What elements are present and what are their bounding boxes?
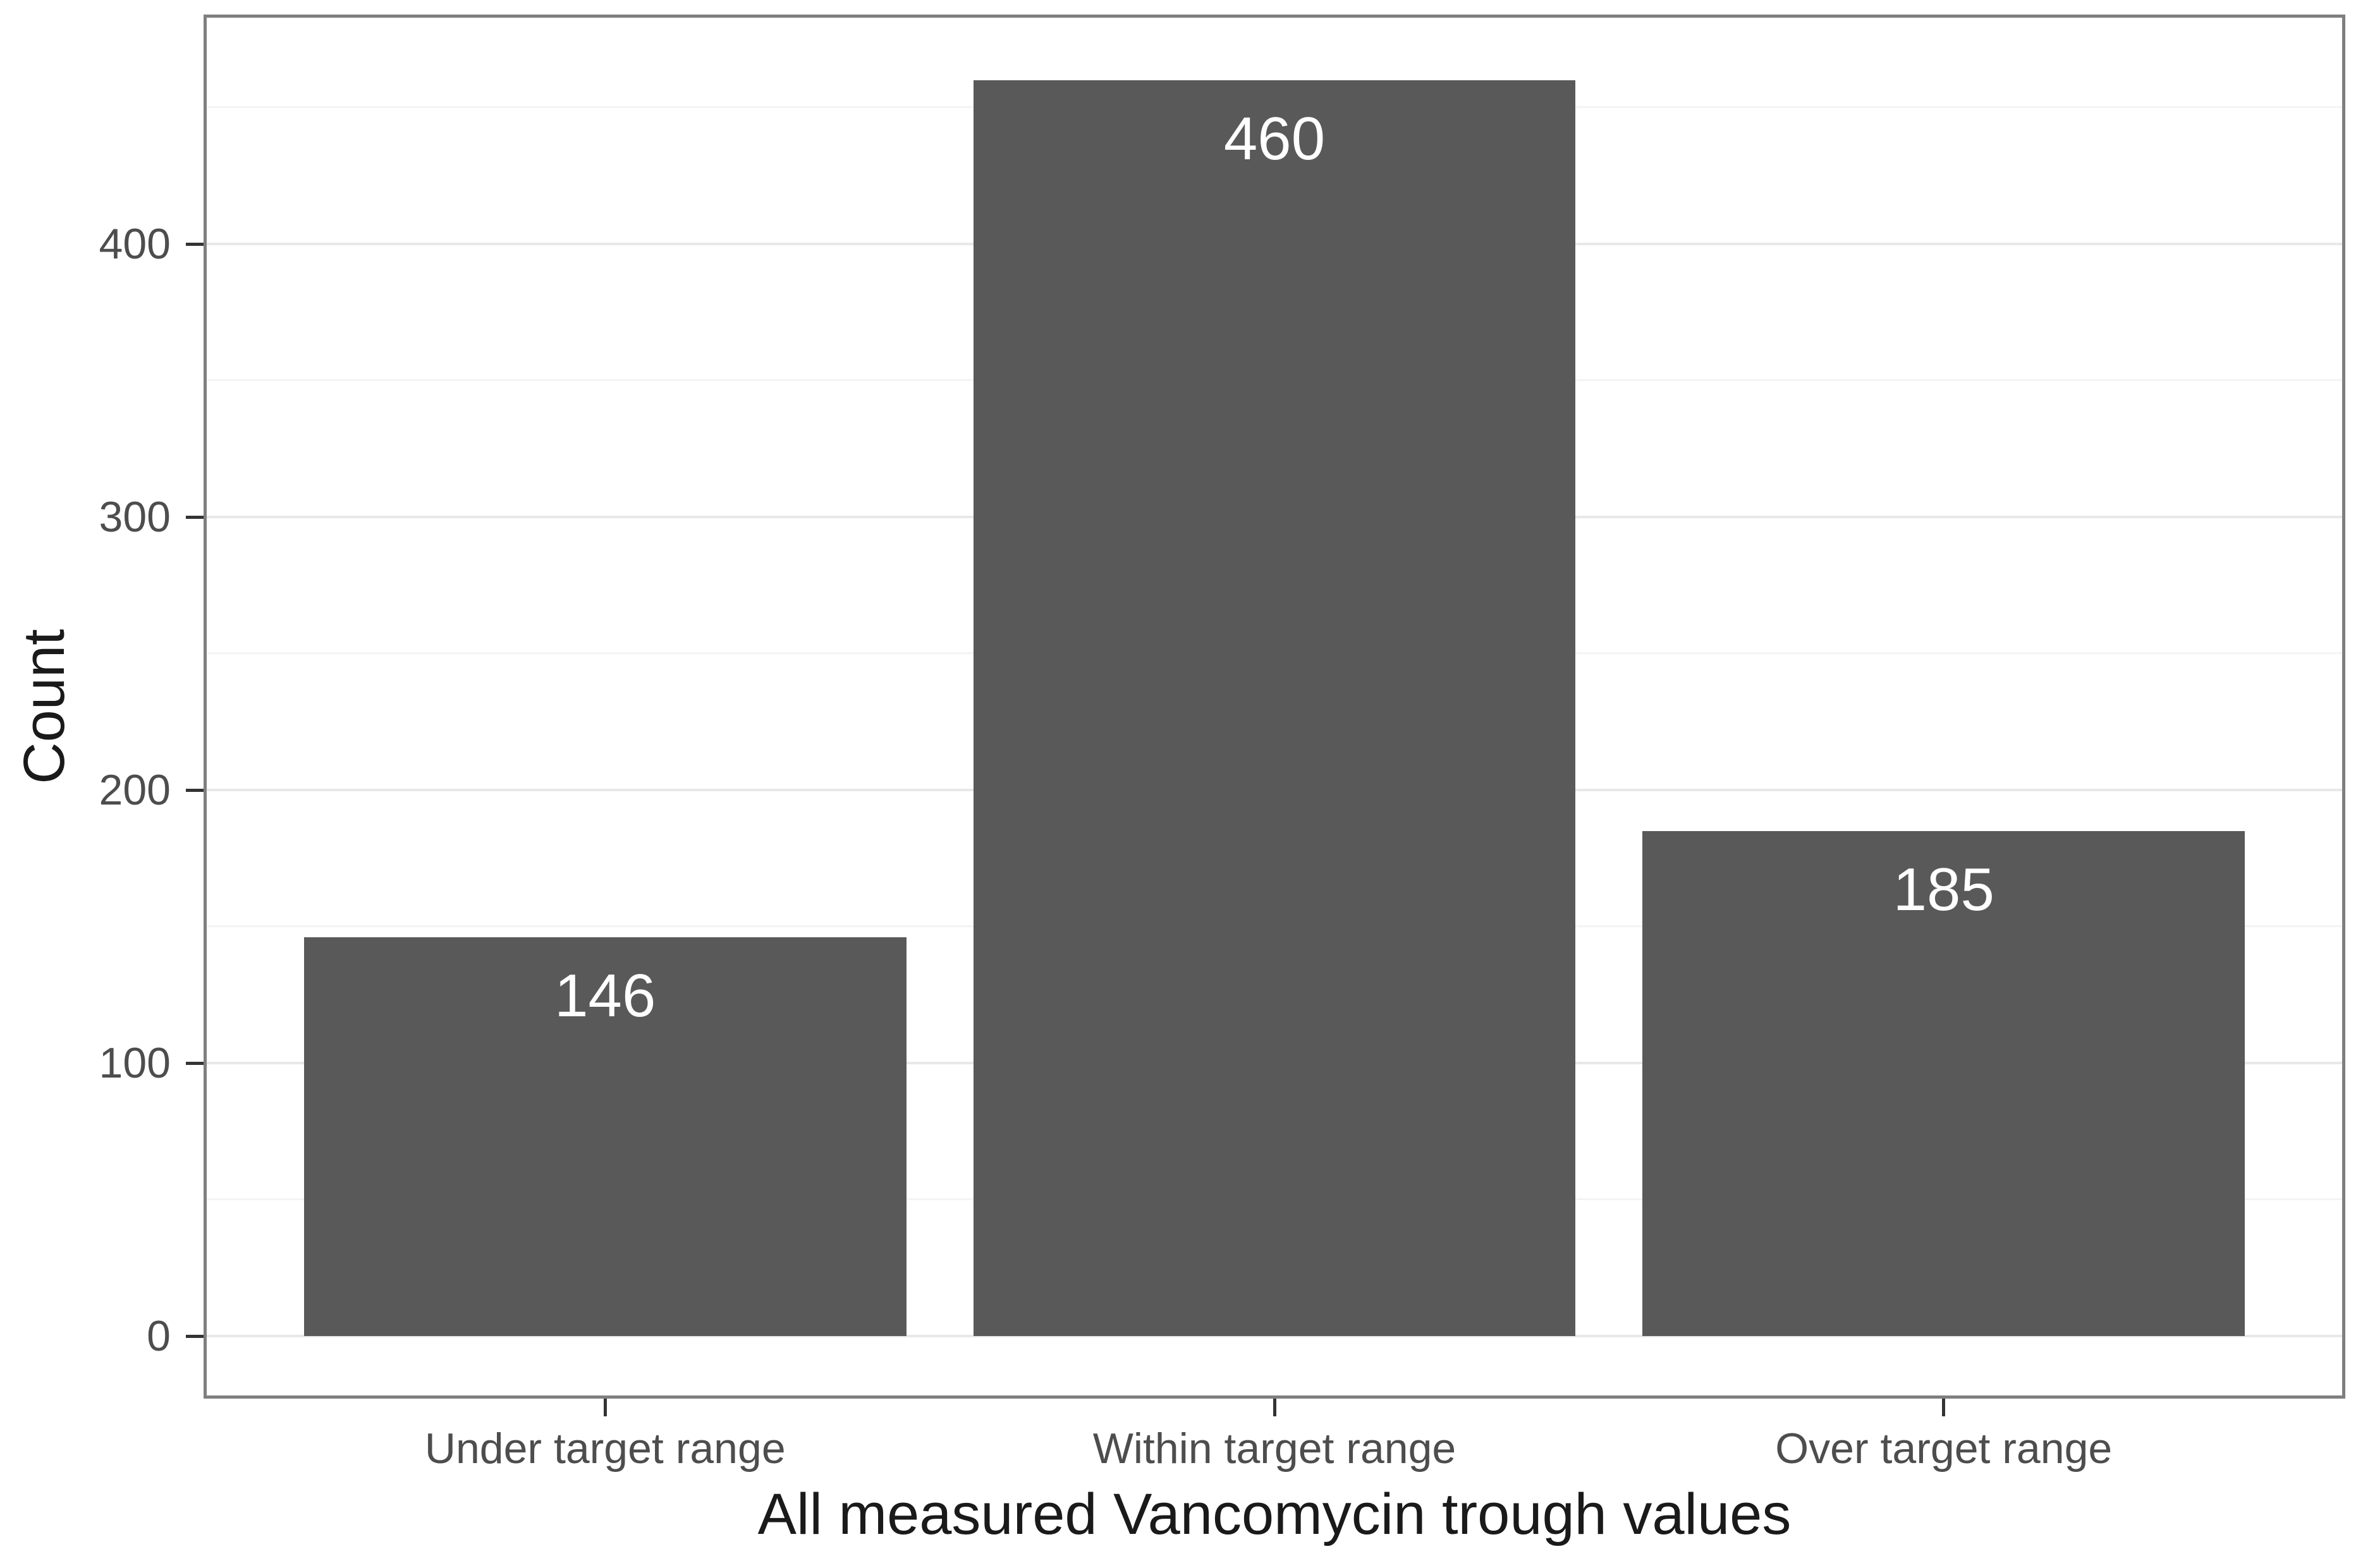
y-axis-tick-label: 400 — [99, 219, 171, 268]
plot-panel — [204, 15, 2345, 1399]
bar-value-label: 146 — [554, 962, 656, 1030]
bar — [303, 937, 907, 1336]
gridline-major — [204, 1334, 2345, 1337]
x-axis-tick-label: Over target range — [1775, 1425, 2113, 1473]
y-tick-mark — [186, 242, 204, 246]
x-tick-mark — [603, 1399, 607, 1416]
y-tick-mark — [186, 1061, 204, 1065]
x-axis-title: All measured Vancomycin trough values — [757, 1482, 1792, 1547]
y-axis-tick-label: 0 — [147, 1311, 171, 1360]
x-tick-mark — [1273, 1399, 1276, 1416]
y-axis-tick-label: 200 — [99, 765, 171, 814]
y-tick-mark — [186, 515, 204, 519]
x-axis-tick-label: Within target range — [1092, 1425, 1456, 1473]
y-tick-mark — [186, 1334, 204, 1338]
x-axis-tick-label: Under target range — [424, 1425, 786, 1473]
y-axis-title: Count — [12, 629, 76, 784]
y-tick-mark — [186, 788, 204, 792]
bar-value-label: 185 — [1893, 855, 1994, 923]
y-axis-tick-label: 300 — [99, 492, 171, 541]
bar — [973, 80, 1576, 1336]
x-tick-mark — [1942, 1399, 1946, 1416]
y-axis-tick-label: 100 — [99, 1038, 171, 1087]
bar — [1642, 830, 2245, 1336]
bar-value-label: 460 — [1223, 104, 1326, 173]
